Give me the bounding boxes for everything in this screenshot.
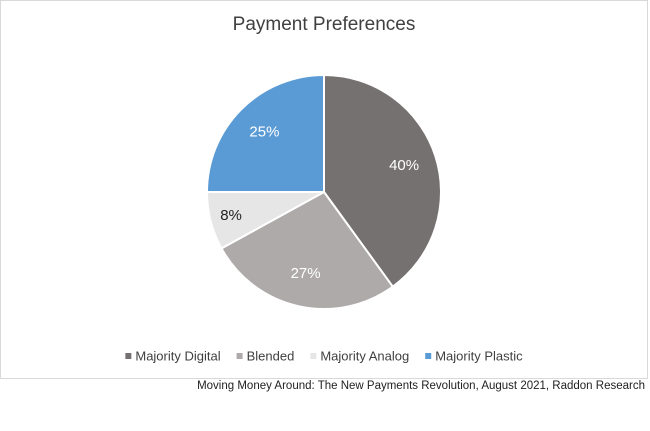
source-note: Moving Money Around: The New Payments Re… [197,380,645,392]
data-label: 27% [291,265,321,282]
pie-slice [220,190,395,310]
legend-label: Majority Plastic [435,348,523,363]
pie-slice [205,73,325,193]
legend-marker [425,353,432,359]
legend-marker [310,353,317,359]
pie: 40% 27% 8% 25% [205,73,442,310]
legend-label: Majority Analog [320,348,409,363]
legend-marker [236,353,243,359]
legend-marker [125,353,132,359]
chart-title: Payment Preferences [233,14,416,35]
legend-label: Blended [247,348,295,363]
legend: Majority Digital Blended Majority Analog Ma… [125,348,523,363]
data-label: 40% [389,157,419,174]
data-label: 25% [249,123,279,140]
pie-slice [323,73,442,289]
legend-label: Majority Digital [135,348,220,363]
data-label: 8% [220,207,242,224]
